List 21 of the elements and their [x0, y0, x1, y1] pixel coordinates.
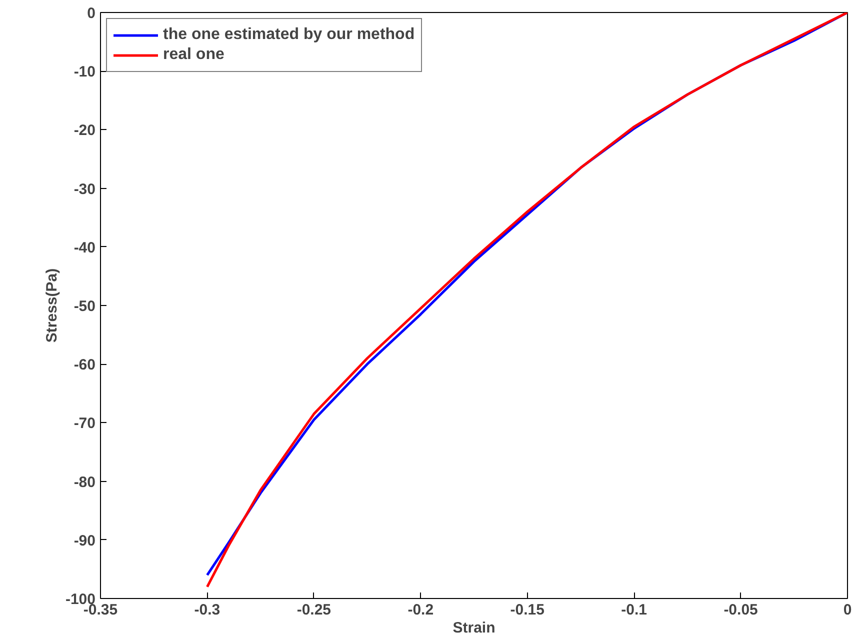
- x-tick-label: -0.25: [296, 602, 332, 618]
- y-axis-title: Stress(Pa): [43, 268, 60, 343]
- y-tick-label: -20: [74, 122, 96, 140]
- y-tick-label: -10: [74, 64, 96, 81]
- x-tick-label: -0.1: [621, 602, 648, 618]
- x-axis-title: Strain: [452, 620, 496, 636]
- y-tick-label: -60: [74, 356, 96, 374]
- x-tick-label: -0.3: [194, 602, 220, 618]
- y-tick-label: -40: [74, 239, 96, 256]
- y-tick-label: -30: [74, 180, 96, 198]
- x-tick-label: -0.2: [408, 602, 434, 618]
- legend-label: the one estimated by our method: [163, 26, 415, 44]
- y-tick-label: -80: [74, 474, 96, 491]
- y-tick-label: -50: [74, 298, 96, 315]
- y-tick-label: -70: [74, 415, 96, 432]
- y-tick-label: -90: [74, 532, 96, 550]
- x-tick-label: 0: [843, 602, 852, 618]
- x-tick-label: -0.15: [510, 602, 544, 618]
- legend-label: real one: [163, 46, 224, 64]
- y-tick-label: 0: [87, 5, 96, 22]
- x-tick-label: -0.05: [724, 602, 758, 618]
